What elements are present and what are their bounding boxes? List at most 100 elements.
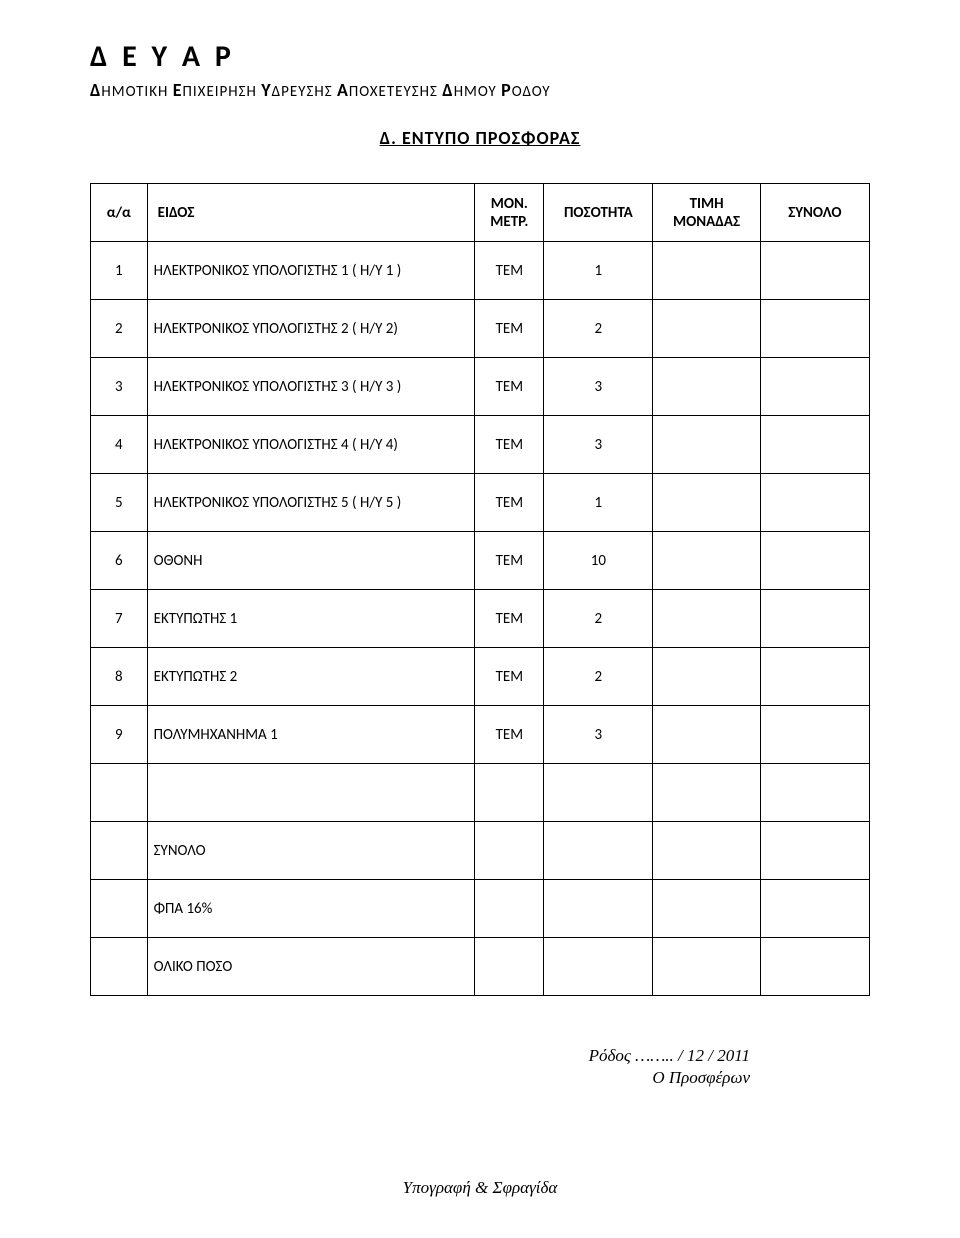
cell-price	[653, 706, 760, 764]
summary-blank	[653, 880, 760, 938]
summary-blank	[544, 938, 653, 996]
summary-blank	[544, 880, 653, 938]
cell-price	[653, 532, 760, 590]
document-page: Δ Ε Υ Α Ρ ΔΗΜΟΤΙΚΗ ΕΠΙΧΕΙΡΗΣΗ ΥΔΡΕΥΣΗΣ Α…	[0, 0, 960, 1238]
cap-letter: Α	[337, 79, 349, 101]
cell-sum	[760, 242, 869, 300]
cap-letter: Υ	[261, 79, 271, 101]
col-header-unit-l2: ΜΕΤΡ.	[490, 213, 528, 231]
cell-desc: ΗΛΕΚΤΡΟΝΙΚΟΣ ΥΠΟΛΟΓΙΣΤΗΣ 3 ( Η/Υ 3 )	[147, 358, 475, 416]
section-title: Δ. ΕΝΤΥΠΟ ΠΡΟΣΦΟΡΑΣ	[90, 127, 870, 149]
cell-price	[653, 242, 760, 300]
cell-desc: ΗΛΕΚΤΡΟΝΙΚΟΣ ΥΠΟΛΟΓΙΣΤΗΣ 4 ( Η/Υ 4)	[147, 416, 475, 474]
col-header-aa: α/α	[91, 184, 148, 242]
cell-sum	[760, 706, 869, 764]
table-row: 4ΗΛΕΚΤΡΟΝΙΚΟΣ ΥΠΟΛΟΓΙΣΤΗΣ 4 ( Η/Υ 4)ΤΕΜ3	[91, 416, 870, 474]
blank-cell	[760, 764, 869, 822]
cell-qty: 3	[544, 416, 653, 474]
cell-desc: ΕΚΤΥΠΩΤΗΣ 2	[147, 648, 475, 706]
cell-aa: 6	[91, 532, 148, 590]
summary-blank	[544, 822, 653, 880]
table-row: 6ΟΘΟΝΗΤΕΜ10	[91, 532, 870, 590]
signature-line: Υπογραφή & Σφραγίδα	[90, 1178, 870, 1198]
cell-price	[653, 358, 760, 416]
table-header-row: α/α ΕΙΔΟΣ ΜΟΝ. ΜΕΤΡ. ΠΟΣΟΤΗΤΑ ΤΙΜΗ ΜΟΝΑΔ…	[91, 184, 870, 242]
cell-unit: ΤΕΜ	[475, 532, 544, 590]
cell-qty: 2	[544, 648, 653, 706]
summary-blank	[91, 880, 148, 938]
col-header-unit-l1: ΜΟΝ.	[491, 195, 528, 213]
cap-letter: Ρ	[501, 79, 512, 101]
cell-sum	[760, 358, 869, 416]
document-header: Δ Ε Υ Α Ρ ΔΗΜΟΤΙΚΗ ΕΠΙΧΕΙΡΗΣΗ ΥΔΡΕΥΣΗΣ Α…	[90, 38, 870, 101]
col-header-price: ΤΙΜΗ ΜΟΝΑΔΑΣ	[653, 184, 760, 242]
summary-row-synolo: ΣΥΝΟΛΟ	[91, 822, 870, 880]
cell-unit: ΤΕΜ	[475, 416, 544, 474]
summary-blank	[475, 938, 544, 996]
cell-unit: ΤΕΜ	[475, 300, 544, 358]
col-header-sum: ΣΥΝΟΛΟ	[760, 184, 869, 242]
cell-price	[653, 648, 760, 706]
summary-blank	[91, 938, 148, 996]
summary-blank	[653, 938, 760, 996]
cell-qty: 1	[544, 242, 653, 300]
summary-blank	[475, 822, 544, 880]
summary-row-fpa: ΦΠΑ 16%	[91, 880, 870, 938]
table-row: 3ΗΛΕΚΤΡΟΝΙΚΟΣ ΥΠΟΛΟΓΙΣΤΗΣ 3 ( Η/Υ 3 )ΤΕΜ…	[91, 358, 870, 416]
cell-sum	[760, 590, 869, 648]
cell-aa: 4	[91, 416, 148, 474]
cell-unit: ΤΕΜ	[475, 474, 544, 532]
cell-aa: 2	[91, 300, 148, 358]
table-row: 7ΕΚΤΥΠΩΤΗΣ 1ΤΕΜ2	[91, 590, 870, 648]
cap-letter: Δ	[442, 79, 453, 101]
cell-unit: ΤΕΜ	[475, 706, 544, 764]
cell-sum	[760, 300, 869, 358]
cell-aa: 3	[91, 358, 148, 416]
cell-unit: ΤΕΜ	[475, 242, 544, 300]
table-row: 8ΕΚΤΥΠΩΤΗΣ 2ΤΕΜ2	[91, 648, 870, 706]
summary-blank	[475, 880, 544, 938]
cap-letter: Ε	[173, 79, 183, 101]
cell-unit: ΤΕΜ	[475, 358, 544, 416]
summary-label-oliko: ΟΛΙΚΟ ΠΟΣΟ	[147, 938, 475, 996]
table-row: 1ΗΛΕΚΤΡΟΝΙΚΟΣ ΥΠΟΛΟΓΙΣΤΗΣ 1 ( Η/Υ 1 )ΤΕΜ…	[91, 242, 870, 300]
col-header-unit: ΜΟΝ. ΜΕΤΡ.	[475, 184, 544, 242]
table-row: 9ΠΟΛΥΜΗΧΑΝΗΜΑ 1ΤΕΜ3	[91, 706, 870, 764]
cell-desc: ΕΚΤΥΠΩΤΗΣ 1	[147, 590, 475, 648]
col-header-qty: ΠΟΣΟΤΗΤΑ	[544, 184, 653, 242]
summary-blank	[91, 822, 148, 880]
offer-table: α/α ΕΙΔΟΣ ΜΟΝ. ΜΕΤΡ. ΠΟΣΟΤΗΤΑ ΤΙΜΗ ΜΟΝΑΔ…	[90, 183, 870, 996]
cell-aa: 1	[91, 242, 148, 300]
cell-price	[653, 300, 760, 358]
org-full-name: ΔΗΜΟΤΙΚΗ ΕΠΙΧΕΙΡΗΣΗ ΥΔΡΕΥΣΗΣ ΑΠΟΧΕΤΕΥΣΗΣ…	[90, 79, 870, 101]
cell-qty: 1	[544, 474, 653, 532]
cell-sum	[760, 532, 869, 590]
cell-price	[653, 590, 760, 648]
cell-qty: 2	[544, 590, 653, 648]
summary-label-fpa: ΦΠΑ 16%	[147, 880, 475, 938]
cell-aa: 7	[91, 590, 148, 648]
col-header-price-l2: ΜΟΝΑΔΑΣ	[673, 213, 740, 231]
cell-desc: ΟΘΟΝΗ	[147, 532, 475, 590]
blank-cell	[91, 764, 148, 822]
summary-label-synolo: ΣΥΝΟΛΟ	[147, 822, 475, 880]
blank-cell	[147, 764, 475, 822]
cell-sum	[760, 648, 869, 706]
table-row: 2ΗΛΕΚΤΡΟΝΙΚΟΣ ΥΠΟΛΟΓΙΣΤΗΣ 2 ( Η/Υ 2)ΤΕΜ2	[91, 300, 870, 358]
cell-desc: ΠΟΛΥΜΗΧΑΝΗΜΑ 1	[147, 706, 475, 764]
cell-unit: ΤΕΜ	[475, 648, 544, 706]
cell-aa: 5	[91, 474, 148, 532]
offerer-label: Ο Προσφέρων	[90, 1068, 750, 1088]
table-row: 5ΗΛΕΚΤΡΟΝΙΚΟΣ ΥΠΟΛΟΓΙΣΤΗΣ 5 ( Η/Υ 5 )ΤΕΜ…	[91, 474, 870, 532]
blank-cell	[544, 764, 653, 822]
cell-sum	[760, 474, 869, 532]
col-header-desc: ΕΙΔΟΣ	[147, 184, 475, 242]
cell-qty: 2	[544, 300, 653, 358]
cell-unit: ΤΕΜ	[475, 590, 544, 648]
summary-value-fpa	[760, 880, 869, 938]
cell-desc: ΗΛΕΚΤΡΟΝΙΚΟΣ ΥΠΟΛΟΓΙΣΤΗΣ 1 ( Η/Υ 1 )	[147, 242, 475, 300]
blank-cell	[653, 764, 760, 822]
summary-value-oliko	[760, 938, 869, 996]
cell-aa: 8	[91, 648, 148, 706]
cell-qty: 3	[544, 706, 653, 764]
